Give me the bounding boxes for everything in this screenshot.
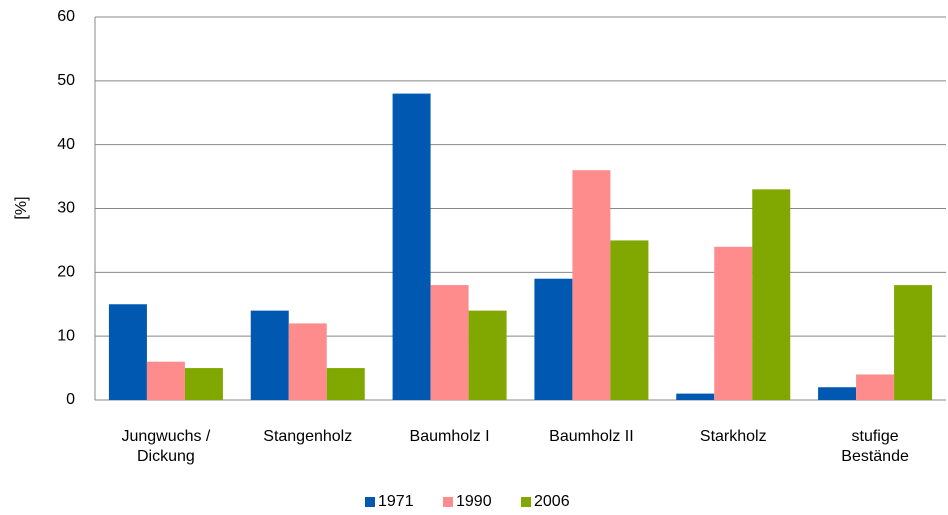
legend-label: 1990 [456, 493, 492, 510]
bar [392, 93, 431, 400]
x-tick-label: Stangenholz [263, 428, 352, 445]
legend-label: 1971 [378, 493, 414, 510]
bar [468, 310, 507, 400]
x-tick-label: Starkholz [700, 428, 767, 445]
bar [430, 285, 469, 400]
bar [108, 304, 147, 400]
bar [752, 189, 791, 400]
legend-swatch [521, 497, 531, 507]
x-tick-label: Baumholz I [410, 428, 490, 445]
bar [856, 374, 895, 400]
y-tick-label: 60 [57, 8, 75, 25]
legend-swatch [443, 497, 453, 507]
bar [610, 240, 649, 400]
bar [894, 285, 933, 400]
legend-label: 2006 [534, 493, 570, 510]
y-tick-label: 40 [57, 136, 75, 153]
y-axis-label: [%] [13, 196, 30, 219]
x-tick-label: stufige Bestände [841, 428, 909, 465]
bar [572, 170, 611, 400]
y-tick-label: 0 [66, 391, 75, 408]
y-tick-label: 20 [57, 264, 75, 281]
bar [676, 393, 715, 400]
y-tick-label: 30 [57, 200, 75, 217]
bar [288, 323, 327, 400]
legend-swatch [365, 497, 375, 507]
bar [184, 368, 223, 400]
bar [146, 361, 185, 400]
bar [818, 387, 857, 400]
bar [250, 310, 289, 400]
x-tick-label: Jungwuchs / Dickung [121, 428, 210, 465]
bar [534, 278, 573, 400]
x-tick-label: Baumholz II [549, 428, 633, 445]
bar [714, 246, 753, 400]
y-tick-label: 10 [57, 327, 75, 344]
bar [326, 368, 365, 400]
y-tick-label: 50 [57, 72, 75, 89]
